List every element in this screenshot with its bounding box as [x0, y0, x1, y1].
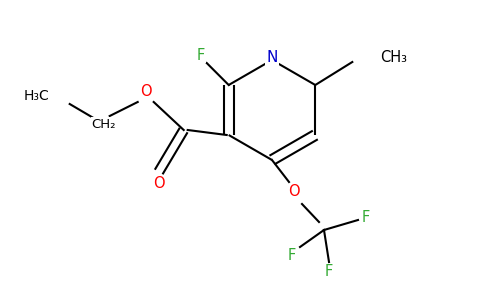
Text: N: N	[266, 50, 278, 65]
Text: O: O	[288, 184, 300, 200]
Text: F: F	[325, 265, 333, 280]
Text: F: F	[362, 211, 370, 226]
Text: F: F	[288, 248, 296, 262]
Text: CH₃: CH₃	[380, 50, 408, 64]
Text: H₃C: H₃C	[24, 89, 50, 103]
Text: F: F	[197, 47, 205, 62]
Text: O: O	[153, 176, 165, 191]
Text: O: O	[140, 85, 151, 100]
Text: CH₂: CH₂	[91, 118, 116, 130]
